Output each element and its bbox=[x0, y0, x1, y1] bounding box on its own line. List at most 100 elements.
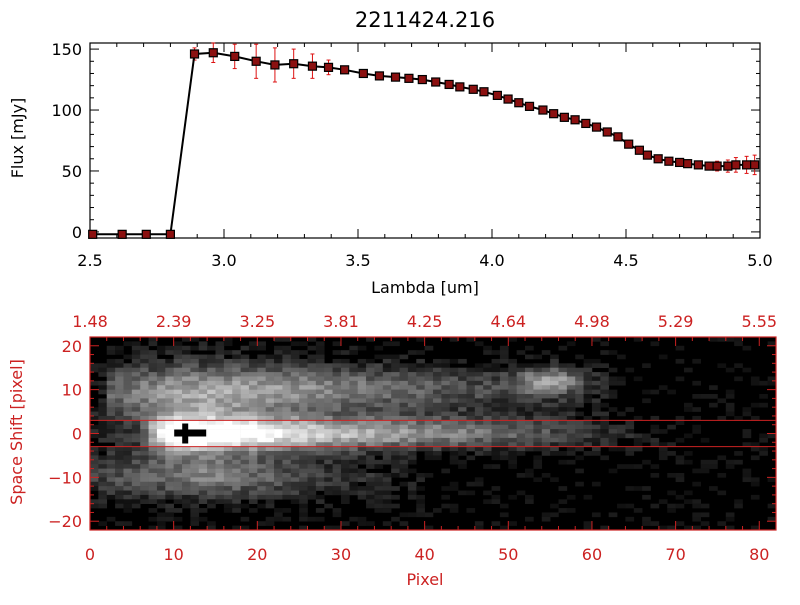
image-pixel bbox=[441, 424, 451, 430]
image-pixel bbox=[98, 486, 108, 491]
image-pixel bbox=[315, 350, 325, 355]
image-pixel bbox=[290, 407, 300, 412]
image-pixel bbox=[182, 420, 191, 426]
image-pixel bbox=[240, 394, 250, 399]
image-pixel bbox=[240, 424, 250, 430]
image-pixel bbox=[575, 367, 584, 373]
image-pixel bbox=[332, 398, 342, 404]
image-pixel bbox=[282, 415, 292, 421]
image-pixel bbox=[349, 367, 359, 373]
image-pixel bbox=[499, 398, 509, 404]
image-pixel bbox=[315, 477, 325, 483]
image-pixel bbox=[165, 380, 174, 386]
image-pixel bbox=[315, 455, 325, 461]
image-pixel bbox=[207, 437, 216, 443]
image-pixel bbox=[299, 394, 308, 399]
image-pixel bbox=[182, 363, 191, 369]
image-y-tick-label: 10 bbox=[62, 381, 82, 400]
image-pixel bbox=[508, 437, 517, 443]
image-pixel bbox=[215, 415, 225, 421]
image-pixel bbox=[399, 446, 409, 452]
image-pixel bbox=[600, 350, 609, 355]
image-pixel bbox=[173, 376, 183, 382]
image-pixel bbox=[541, 398, 551, 404]
image-pixel bbox=[140, 394, 149, 399]
image-pixel bbox=[148, 459, 158, 465]
image-pixel bbox=[274, 486, 283, 491]
image-pixel bbox=[123, 464, 133, 469]
image-pixel bbox=[407, 420, 417, 426]
image-pixel bbox=[98, 407, 108, 412]
image-pixel bbox=[115, 486, 124, 491]
image-pixel bbox=[349, 345, 359, 351]
image-pixel bbox=[458, 411, 467, 417]
image-pixel bbox=[131, 341, 141, 347]
image-pixel bbox=[625, 446, 635, 452]
image-pixel bbox=[274, 512, 283, 518]
image-pixel bbox=[240, 468, 250, 474]
image-pixel bbox=[148, 429, 158, 434]
image-pixel bbox=[617, 503, 626, 509]
image-pixel bbox=[441, 503, 451, 509]
image-pixel bbox=[366, 398, 375, 404]
image-pixel bbox=[566, 446, 576, 452]
image-pixel bbox=[742, 429, 752, 434]
image-pixel bbox=[156, 420, 166, 426]
image-pixel bbox=[391, 385, 400, 390]
image-pixel bbox=[131, 437, 141, 443]
image-top-axis-label: 3.25 bbox=[240, 312, 276, 331]
image-pixel bbox=[407, 481, 417, 487]
spectrum-x-tick-label: 2.5 bbox=[77, 251, 102, 270]
image-pixel bbox=[499, 380, 509, 386]
image-pixel bbox=[441, 494, 451, 500]
image-pixel bbox=[324, 486, 333, 491]
image-pixel bbox=[382, 394, 392, 399]
image-pixel bbox=[115, 459, 124, 465]
image-pixel bbox=[391, 398, 400, 404]
image-pixel bbox=[173, 341, 183, 347]
image-pixel bbox=[550, 420, 559, 426]
image-pixel bbox=[315, 468, 325, 474]
image-pixel bbox=[483, 499, 492, 504]
spectrum-data-point bbox=[683, 159, 693, 169]
image-pixel bbox=[357, 407, 367, 412]
image-pixel bbox=[516, 363, 526, 369]
image-pixel bbox=[140, 464, 149, 469]
image-pixel bbox=[240, 420, 250, 426]
image-pixel bbox=[340, 433, 350, 439]
image-pixel bbox=[156, 385, 166, 390]
image-pixel bbox=[499, 446, 509, 452]
image-pixel bbox=[165, 402, 174, 408]
image-pixel bbox=[282, 455, 292, 461]
image-pixel bbox=[441, 380, 451, 386]
image-pixel bbox=[232, 358, 241, 364]
image-pixel bbox=[340, 372, 350, 377]
image-pixel bbox=[357, 389, 367, 395]
image-pixel bbox=[449, 481, 459, 487]
image-pixel bbox=[633, 508, 643, 513]
image-pixel bbox=[165, 433, 174, 439]
image-pixel bbox=[98, 424, 108, 430]
image-pixel bbox=[198, 354, 208, 360]
image-pixel bbox=[315, 437, 325, 443]
image-pixel bbox=[282, 451, 292, 456]
image-pixel bbox=[248, 415, 258, 421]
image-pixel bbox=[223, 481, 233, 487]
image-pixel bbox=[441, 437, 451, 443]
image-pixel bbox=[449, 486, 459, 491]
image-pixel bbox=[692, 380, 702, 386]
image-pixel bbox=[349, 464, 359, 469]
image-pixel bbox=[583, 521, 593, 526]
spectrum-data-point bbox=[591, 122, 602, 132]
image-pixel bbox=[140, 451, 149, 456]
image-pixel bbox=[558, 437, 568, 443]
image-pixel bbox=[165, 376, 174, 382]
image-pixel bbox=[483, 490, 492, 496]
image-pixel bbox=[391, 376, 400, 382]
image-pixel bbox=[248, 459, 258, 465]
image-pixel bbox=[533, 354, 543, 360]
image-pixel bbox=[198, 380, 208, 386]
spectrum-plot: 2211424.216 2.5 3.0 3.5 4.0 4.5 5.0050100150 … bbox=[8, 8, 773, 297]
image-pixel bbox=[441, 429, 451, 434]
image-pixel bbox=[156, 516, 166, 522]
